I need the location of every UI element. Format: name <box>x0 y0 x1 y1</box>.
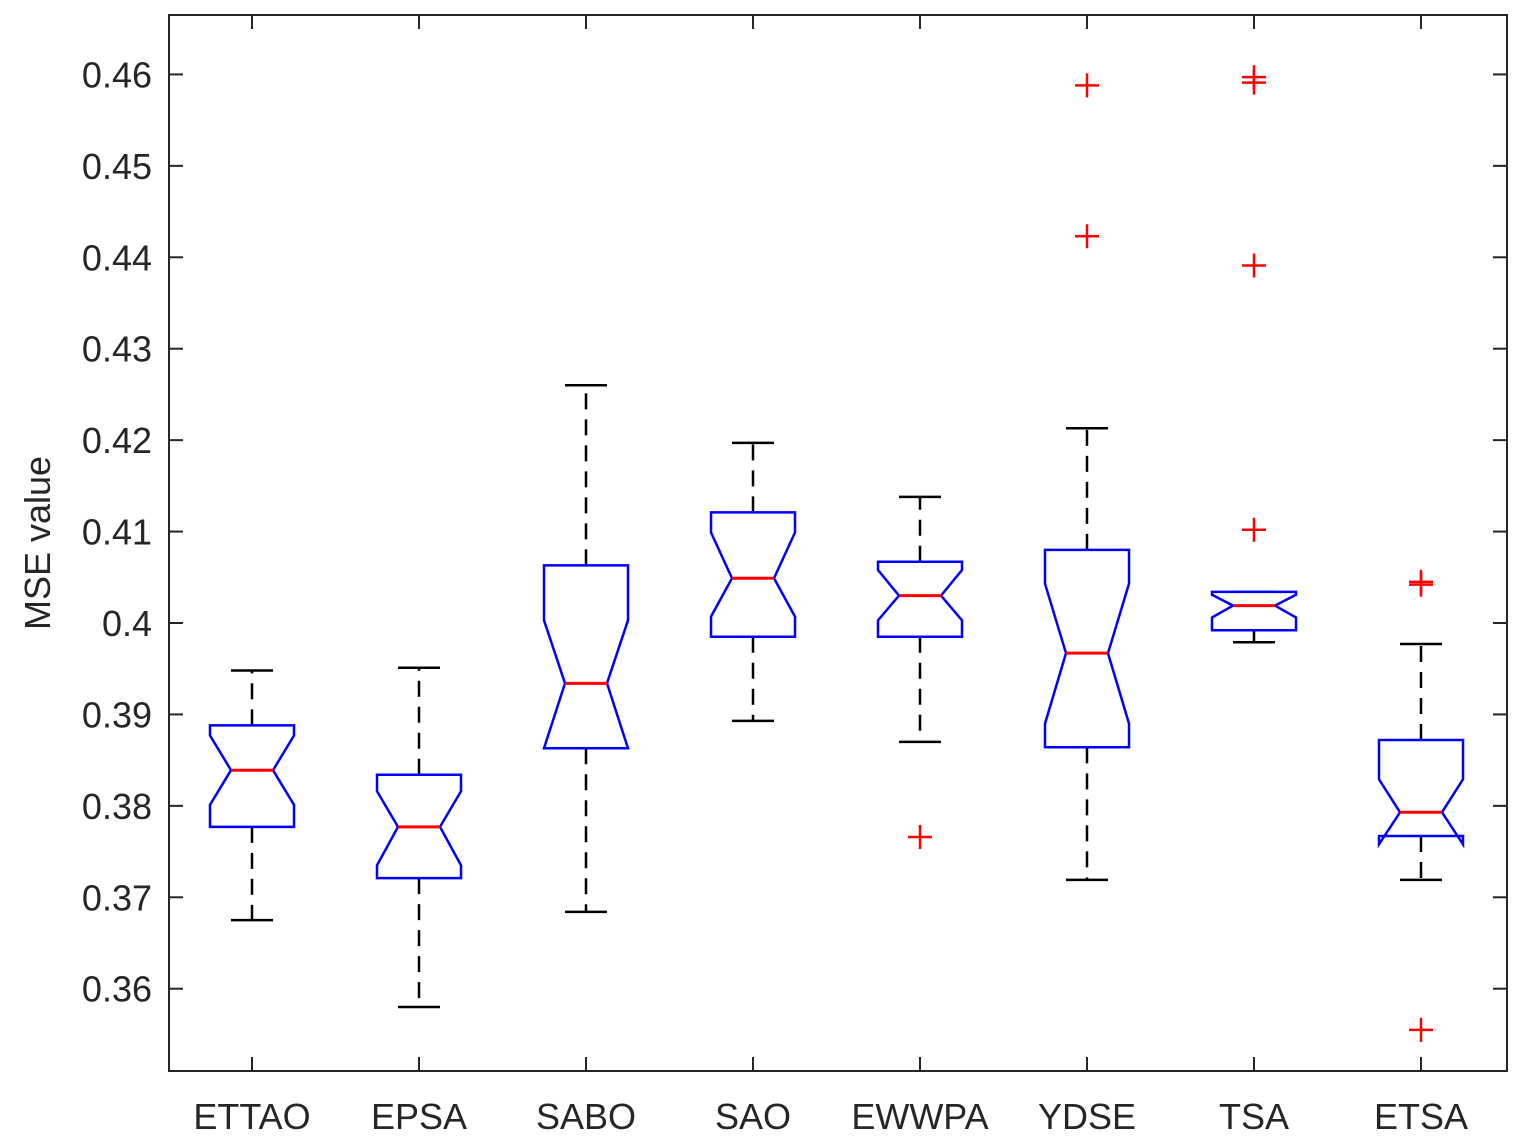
outlier-marker <box>1409 572 1433 597</box>
x-tick-label: SAO <box>715 1096 791 1137</box>
notched-box <box>208 724 296 829</box>
x-tick-label: EPSA <box>371 1096 467 1137</box>
x-tick-label: TSA <box>1219 1096 1289 1137</box>
box-group-ydse <box>1043 73 1131 882</box>
box-group-etsa <box>1377 569 1465 1042</box>
y-tick-label: 0.44 <box>82 237 152 278</box>
x-tick-label: EWWPA <box>851 1096 988 1137</box>
y-tick-label: 0.39 <box>82 694 152 735</box>
y-tick-label: 0.4 <box>102 603 152 644</box>
notched-box <box>709 511 797 638</box>
y-tick-label: 0.46 <box>82 54 152 95</box>
notched-box <box>876 560 964 638</box>
box-group-epsa <box>375 666 463 1009</box>
y-tick-label: 0.45 <box>82 146 152 187</box>
axes-frame <box>168 14 1508 1072</box>
box-group-ettao <box>208 669 296 922</box>
outlier-marker <box>1242 517 1266 542</box>
y-tick-label: 0.42 <box>82 420 152 461</box>
box-group-sao <box>709 441 797 723</box>
outlier-marker <box>1075 224 1099 249</box>
notched-box <box>1210 590 1298 632</box>
boxes-layer <box>208 65 1465 1042</box>
y-axis-title: MSE value <box>17 456 58 630</box>
outlier-marker <box>1242 70 1266 95</box>
ticks-layer: 0.36 0.37 0.38 0.39 0.4 0.41 0.42 0.43 0.44 0.45 0… <box>82 15 1507 1137</box>
y-tick-label: 0.36 <box>82 969 152 1010</box>
y-tick-label: 0.38 <box>82 786 152 827</box>
box-group-tsa <box>1210 65 1298 644</box>
y-tick-label: 0.37 <box>82 877 152 918</box>
outlier-marker <box>1409 1017 1433 1042</box>
x-tick-label: YDSE <box>1038 1096 1136 1137</box>
y-tick-label: 0.41 <box>82 512 152 553</box>
outlier-marker <box>1075 73 1099 98</box>
box-group-sabo <box>542 384 630 914</box>
notched-box <box>1043 548 1131 749</box>
x-tick-label: SABO <box>536 1096 636 1137</box>
outlier-marker <box>908 824 932 849</box>
notched-box <box>1377 738 1465 849</box>
box-group-ewwpa <box>876 495 964 849</box>
x-tick-label: ETSA <box>1374 1096 1468 1137</box>
notched-box <box>542 564 630 750</box>
y-tick-label: 0.43 <box>82 329 152 370</box>
x-tick-label: ETTAO <box>193 1096 310 1137</box>
outlier-marker <box>1242 253 1266 278</box>
